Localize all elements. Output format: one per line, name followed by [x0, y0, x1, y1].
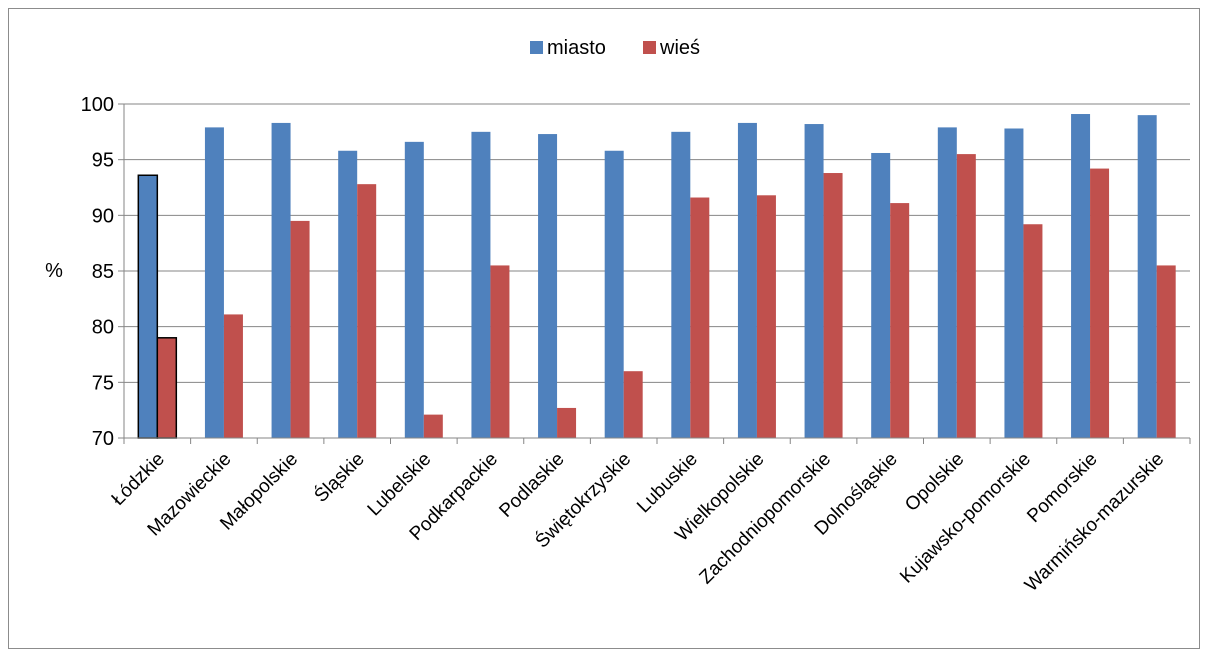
bar-miasto-Wielkopolskie: [737, 122, 757, 438]
bar-wieś-Zachodniopomorskie: [823, 173, 843, 438]
bar-miasto-Warmińsko-mazurskie: [1137, 115, 1157, 438]
bar-miasto-Lubelskie: [404, 141, 424, 438]
bar-wieś-Podlaskie: [557, 407, 577, 438]
bar-wieś-Kujawsko-pomorskie: [1023, 224, 1043, 438]
x-tick-label: Opolskie: [901, 449, 968, 516]
y-tick-label: 80: [92, 317, 114, 339]
legend-label-wieś: wieś: [659, 37, 700, 59]
bar-wieś-Lubelskie: [423, 414, 443, 438]
bar-miasto-Opolskie: [937, 127, 957, 438]
x-tick-label: Lubelskie: [364, 449, 436, 521]
bar-miasto-Zachodniopomorskie: [804, 124, 824, 438]
bar-miasto-Podlaskie: [538, 134, 558, 438]
bar-wieś-Świętokrzyskie: [623, 371, 643, 438]
x-tick-label: Kujawsko-pomorskie: [896, 449, 1035, 588]
bar-miasto-Małopolskie: [271, 122, 291, 438]
x-tick-label: Łódzkie: [108, 449, 169, 510]
legend: miasto wieś: [530, 37, 700, 59]
bar-miasto-Dolnośląskie: [871, 152, 891, 438]
x-tick-label: Lubuskie: [633, 449, 702, 518]
bar-miasto-Śląskie: [338, 150, 358, 438]
bar-wieś-Warmińsko-mazurskie: [1156, 265, 1176, 438]
legend-swatch-wieś: [643, 41, 656, 54]
bar-wieś-Śląskie: [357, 184, 377, 438]
bar-miasto-Łódzkie: [137, 174, 159, 439]
x-tick-label: Warmińsko-mazurskie: [1021, 449, 1168, 596]
bar-miasto-Lubuskie: [671, 131, 691, 439]
y-tick-label: 85: [92, 261, 114, 283]
y-tick-label: 75: [92, 372, 114, 394]
bar-wieś-Lubuskie: [690, 197, 710, 438]
bars: [137, 114, 1176, 439]
y-tick-label: 70: [92, 428, 114, 450]
bar-wieś-Podkarpackie: [490, 265, 510, 438]
x-tick-label: Zachodniopomorskie: [696, 449, 836, 589]
bar-wieś-Łódzkie: [156, 337, 178, 439]
bar-wieś-Pomorskie: [1090, 168, 1110, 438]
bar-miasto-Podkarpackie: [471, 131, 491, 439]
legend-swatch-miasto: [530, 41, 543, 54]
y-tick-label: 95: [92, 150, 114, 172]
y-axis-title: %: [45, 260, 63, 282]
x-tick-label: Śląskie: [310, 448, 369, 507]
bar-miasto-Świętokrzyskie: [604, 150, 624, 438]
legend-label-miasto: miasto: [547, 37, 606, 59]
bar-miasto-Kujawsko-pomorskie: [1004, 128, 1024, 438]
bar-miasto-Pomorskie: [1071, 114, 1091, 439]
bar-wieś-Opolskie: [956, 154, 976, 438]
bar-wieś-Mazowieckie: [223, 314, 243, 438]
bar-wieś-Dolnośląskie: [890, 203, 910, 438]
y-tick-label: 100: [81, 94, 114, 116]
bar-miasto-Mazowieckie: [204, 127, 224, 438]
bar-wieś-Małopolskie: [290, 220, 310, 438]
bar-wieś-Wielkopolskie: [756, 195, 776, 438]
axes: 707580859095100ŁódzkieMazowieckieMałopol…: [81, 94, 1191, 596]
y-tick-label: 90: [92, 205, 114, 227]
